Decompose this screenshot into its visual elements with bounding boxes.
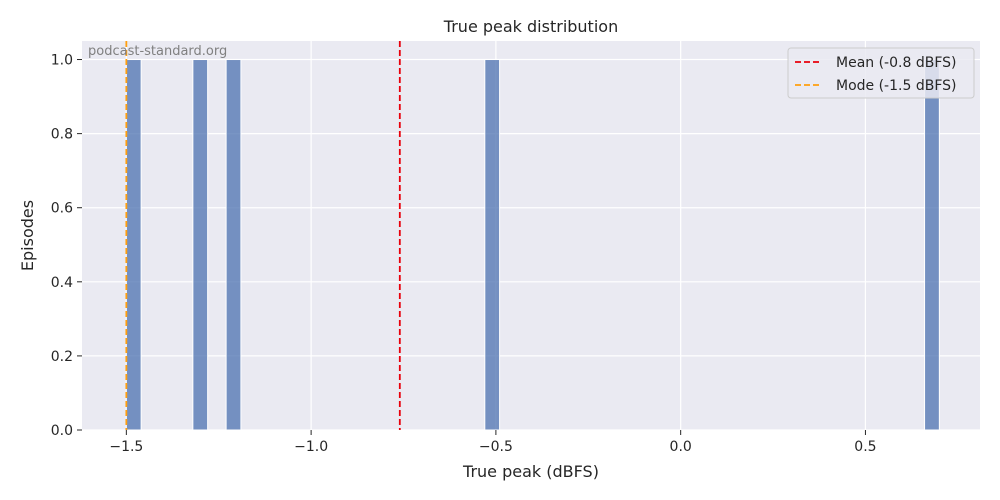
bars <box>125 59 940 431</box>
x-tick-label: −1.0 <box>294 439 328 455</box>
watermark-text: podcast-standard.org <box>88 44 227 59</box>
x-axis-label: True peak (dBFS) <box>462 462 599 481</box>
legend-entry: Mode (-1.5 dBFS) <box>836 78 956 94</box>
x-tick-label: 0.0 <box>670 439 692 455</box>
y-axis-ticks: 0.0 0.2 0.4 0.6 0.8 1.0 <box>51 53 82 439</box>
y-tick-label: 1.0 <box>51 53 73 69</box>
y-tick-label: 0.4 <box>51 275 73 291</box>
y-tick-label: 0.0 <box>51 423 73 439</box>
legend-box <box>787 47 975 99</box>
y-tick-label: 0.2 <box>51 349 73 365</box>
reference-lines <box>125 41 401 430</box>
histogram-bar <box>484 59 501 431</box>
x-tick-label: −1.5 <box>109 439 143 455</box>
plot-area <box>82 41 980 430</box>
histogram-bar <box>125 59 142 431</box>
histogram-bar <box>192 59 209 431</box>
y-tick-label: 0.8 <box>51 127 73 143</box>
legend: Mean (-0.8 dBFS) Mode (-1.5 dBFS) <box>787 47 975 99</box>
histogram-bar <box>924 59 940 431</box>
x-axis-ticks: −1.5 −1.0 −0.5 0.0 0.5 <box>109 430 877 455</box>
chart-title: True peak distribution <box>443 17 618 36</box>
x-tick-label: −0.5 <box>479 439 513 455</box>
y-tick-label: 0.6 <box>51 201 73 217</box>
legend-entry: Mean (-0.8 dBFS) <box>836 55 956 71</box>
y-axis-label: Episodes <box>18 200 37 271</box>
histogram-bar <box>225 59 242 431</box>
x-tick-label: 0.5 <box>854 439 876 455</box>
